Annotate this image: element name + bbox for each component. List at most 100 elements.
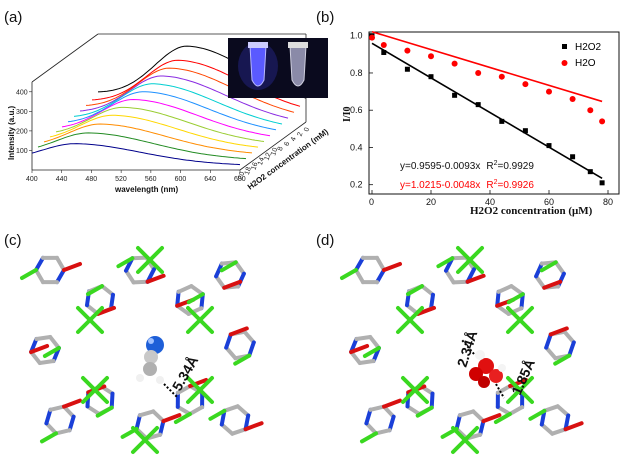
bond: [416, 305, 436, 316]
bond: [29, 350, 42, 365]
legend-label-h2o: H2O: [575, 58, 596, 69]
bond: [230, 427, 248, 436]
bond: [158, 419, 166, 437]
bond: [136, 246, 164, 274]
bond: [219, 422, 235, 436]
y-tick-labels: 100 200 300 400: [16, 89, 32, 155]
bond: [364, 421, 378, 436]
bond: [354, 268, 365, 285]
z-tick-label: 16: [250, 161, 259, 171]
data-point-h2o2: [381, 49, 387, 55]
bond: [340, 268, 358, 280]
data-point-h2o: [587, 107, 594, 114]
bond: [544, 345, 558, 361]
bond: [387, 414, 396, 433]
x-tick-label: 440: [56, 176, 68, 183]
bond: [553, 353, 572, 366]
data-point-h2o: [380, 42, 387, 49]
bond: [242, 329, 256, 345]
bond: [186, 306, 214, 334]
bond: [44, 407, 53, 426]
depth-axis-line: [239, 121, 307, 171]
bond: [471, 409, 486, 424]
bond: [224, 345, 238, 361]
bond: [55, 255, 66, 272]
data-point-h2o: [599, 118, 606, 125]
y-axis-label: Intensity (a.u.): [7, 105, 16, 160]
bond: [62, 262, 82, 272]
data-point-h2o2: [428, 74, 434, 80]
bond: [534, 274, 547, 290]
bond: [364, 407, 373, 426]
data-point-h2o: [369, 34, 375, 41]
bond: [401, 376, 429, 404]
bond: [457, 409, 476, 418]
bond: [247, 340, 256, 358]
bond: [507, 405, 525, 416]
bond: [131, 279, 150, 285]
panel-label-c: (c): [4, 232, 22, 249]
bond: [362, 346, 381, 358]
legend-label-h2o2: H2O2: [575, 42, 602, 53]
y-axis-label: I/I0: [342, 106, 353, 122]
bond: [219, 260, 238, 273]
bond: [100, 284, 115, 297]
bond: [550, 427, 568, 436]
molecular-structure-d: [340, 246, 584, 454]
bond: [539, 260, 558, 273]
molecular-structure-c: [20, 246, 264, 454]
bond: [161, 413, 182, 424]
y-tick-labels: 0.2 0.4 0.6 0.8 1.0: [350, 31, 373, 190]
y-tick-label: 100: [16, 148, 28, 155]
panel-label-d: (d): [316, 232, 334, 249]
bond: [233, 353, 252, 366]
bond: [495, 404, 512, 416]
y-tick-label: 1.0: [350, 31, 363, 41]
bond: [137, 409, 156, 418]
bond: [495, 289, 501, 308]
bond: [76, 306, 104, 334]
bond: [48, 404, 66, 412]
bond: [222, 404, 240, 413]
bond: [374, 428, 392, 436]
bond: [542, 404, 560, 413]
bond: [145, 273, 166, 284]
bond: [451, 426, 479, 454]
spectrum-curve: [49, 114, 259, 148]
data-point-h2o: [451, 60, 458, 67]
bond: [42, 346, 61, 358]
spectrum-curve: [73, 83, 283, 125]
bond: [175, 404, 192, 416]
x-tick-label: 80: [603, 197, 613, 207]
z-tick-label: 4: [290, 136, 298, 142]
bond: [368, 335, 381, 350]
fit-line-h2o: [371, 30, 603, 103]
bond: [214, 261, 224, 279]
bond: [456, 246, 484, 274]
data-point-h2o: [498, 73, 505, 80]
fit-equation-h2o: y=1.0215-0.0048x R2=0.9926: [400, 179, 534, 191]
bond: [548, 326, 569, 337]
bond: [444, 268, 456, 285]
z-tick-label: 12: [264, 152, 273, 162]
bond: [48, 335, 61, 350]
spectrum-curve: [55, 106, 265, 142]
bond: [382, 398, 402, 409]
spectra-curves: [31, 45, 307, 166]
bond: [40, 431, 58, 444]
bond: [429, 292, 435, 311]
z-tick-label: 2: [297, 131, 305, 137]
bond: [405, 404, 422, 416]
data-point-h2o2: [570, 154, 576, 160]
bond: [233, 260, 246, 276]
bond: [54, 428, 72, 436]
bond: [375, 255, 386, 272]
bond: [534, 261, 544, 279]
bond: [131, 426, 159, 454]
bond: [357, 359, 376, 365]
y-tick-label: 0.8: [350, 68, 363, 78]
bond: [175, 289, 181, 308]
bond: [354, 335, 373, 341]
